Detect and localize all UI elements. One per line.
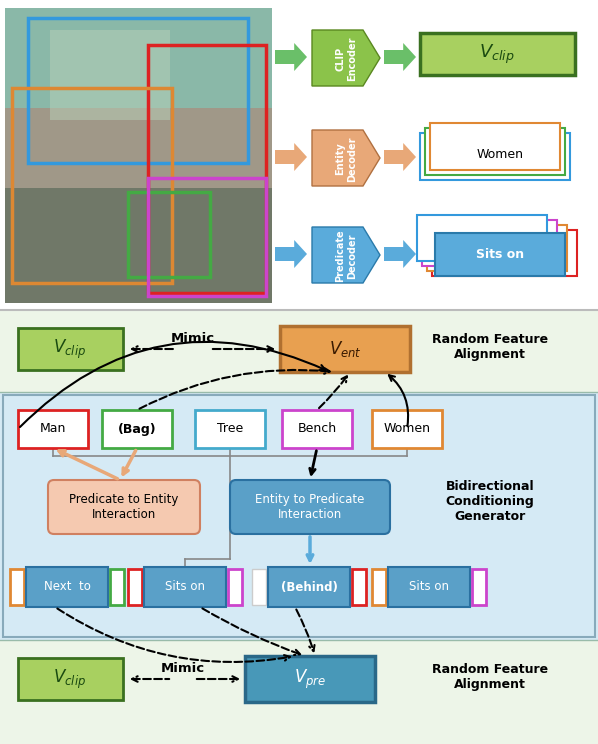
Bar xyxy=(372,569,386,605)
Text: Entity
Decoder: Entity Decoder xyxy=(335,136,357,182)
Bar xyxy=(0,392,598,640)
Bar xyxy=(417,215,547,261)
FancyArrowPatch shape xyxy=(197,676,238,682)
Bar xyxy=(268,567,350,607)
FancyArrowPatch shape xyxy=(139,368,330,408)
FancyArrowPatch shape xyxy=(296,609,315,651)
Bar xyxy=(18,658,123,700)
Bar xyxy=(280,326,410,372)
Bar xyxy=(422,220,557,266)
FancyArrowPatch shape xyxy=(59,451,117,479)
Bar xyxy=(128,569,142,605)
Bar xyxy=(430,123,560,170)
Text: Predicate to Entity
Interaction: Predicate to Entity Interaction xyxy=(69,493,179,521)
Bar xyxy=(148,178,266,296)
Text: Entity to Predicate
Interaction: Entity to Predicate Interaction xyxy=(255,493,365,521)
Text: CLIP
Encoder: CLIP Encoder xyxy=(335,36,357,81)
Bar xyxy=(352,569,366,605)
Bar xyxy=(50,30,170,120)
Text: Next  to: Next to xyxy=(44,580,90,594)
Text: Mimic: Mimic xyxy=(171,332,215,344)
Text: Predicate
Decoder: Predicate Decoder xyxy=(335,230,357,282)
FancyArrowPatch shape xyxy=(307,536,313,560)
Text: Women: Women xyxy=(477,147,523,161)
Bar xyxy=(5,188,272,303)
Bar xyxy=(427,225,567,271)
Text: Man: Man xyxy=(40,423,66,435)
Text: $V_{clip}$: $V_{clip}$ xyxy=(479,42,515,65)
Text: (Bag): (Bag) xyxy=(118,423,156,435)
Polygon shape xyxy=(384,240,416,268)
Polygon shape xyxy=(312,30,380,86)
Polygon shape xyxy=(275,240,307,268)
Text: Mimic: Mimic xyxy=(161,661,205,675)
FancyArrowPatch shape xyxy=(123,450,136,474)
Bar xyxy=(5,108,272,188)
Text: $V_{clip}$: $V_{clip}$ xyxy=(53,667,87,690)
Polygon shape xyxy=(275,143,307,171)
Bar xyxy=(28,18,248,163)
FancyArrowPatch shape xyxy=(202,609,300,655)
Text: Random Feature
Alignment: Random Feature Alignment xyxy=(432,333,548,361)
Bar xyxy=(0,0,598,310)
FancyArrowPatch shape xyxy=(57,609,290,662)
Bar xyxy=(282,410,352,448)
Bar xyxy=(18,410,88,448)
Text: Sits on: Sits on xyxy=(165,580,205,594)
Text: $V_{clip}$: $V_{clip}$ xyxy=(53,337,87,361)
Bar xyxy=(388,567,470,607)
Bar xyxy=(18,328,123,370)
Text: $V_{ent}$: $V_{ent}$ xyxy=(328,339,361,359)
FancyBboxPatch shape xyxy=(48,480,200,534)
Bar xyxy=(0,640,598,744)
Bar xyxy=(472,569,486,605)
Polygon shape xyxy=(384,43,416,71)
Bar xyxy=(0,310,598,392)
Bar xyxy=(432,230,577,276)
FancyArrowPatch shape xyxy=(20,341,325,427)
Polygon shape xyxy=(312,130,380,186)
Text: Bidirectional
Conditioning
Generator: Bidirectional Conditioning Generator xyxy=(446,481,535,524)
FancyArrowPatch shape xyxy=(132,346,173,352)
Bar xyxy=(148,45,266,293)
Text: Random Feature
Alignment: Random Feature Alignment xyxy=(432,663,548,691)
Bar xyxy=(372,410,442,448)
Text: Women: Women xyxy=(383,423,431,435)
Text: Sits on: Sits on xyxy=(476,248,524,260)
Bar xyxy=(128,192,210,277)
Polygon shape xyxy=(275,43,307,71)
Bar xyxy=(195,410,265,448)
FancyArrowPatch shape xyxy=(389,375,408,426)
Bar xyxy=(10,569,24,605)
Bar xyxy=(420,33,575,75)
Bar xyxy=(5,8,272,108)
Bar xyxy=(245,656,375,702)
FancyArrowPatch shape xyxy=(213,346,273,352)
Text: Sits on: Sits on xyxy=(409,580,449,594)
FancyArrowPatch shape xyxy=(319,376,347,408)
Bar xyxy=(228,569,242,605)
Text: (Behind): (Behind) xyxy=(280,580,337,594)
Bar xyxy=(110,569,124,605)
Polygon shape xyxy=(384,143,416,171)
Polygon shape xyxy=(312,227,380,283)
Bar xyxy=(3,395,595,637)
Text: Tree: Tree xyxy=(217,423,243,435)
Bar xyxy=(425,128,565,175)
Bar xyxy=(252,569,266,605)
Bar xyxy=(102,410,172,448)
Text: Bench: Bench xyxy=(297,423,337,435)
FancyBboxPatch shape xyxy=(230,480,390,534)
Bar xyxy=(420,133,570,180)
Bar xyxy=(5,8,272,303)
FancyArrowPatch shape xyxy=(132,676,169,682)
FancyArrowPatch shape xyxy=(310,451,316,474)
Text: $V_{pre}$: $V_{pre}$ xyxy=(294,667,326,690)
Bar xyxy=(12,88,172,283)
Bar xyxy=(144,567,226,607)
Bar xyxy=(26,567,108,607)
Bar xyxy=(435,233,565,276)
